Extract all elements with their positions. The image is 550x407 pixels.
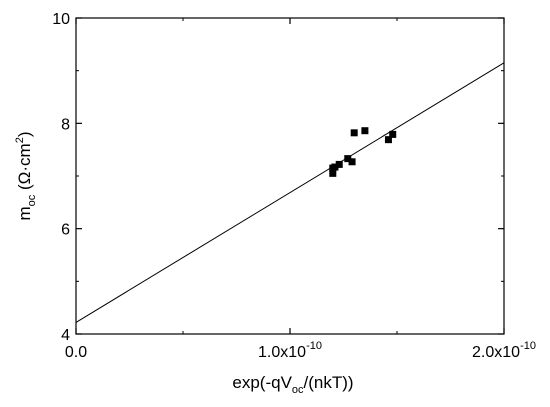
data-point: [335, 160, 343, 168]
data-point: [389, 130, 397, 138]
data-point: [361, 127, 369, 135]
data-points: [329, 127, 397, 177]
fit-line: [75, 62, 505, 323]
x-tick-exponent: -10: [520, 340, 536, 352]
y-axis-label: moc (Ω·cm2): [14, 131, 38, 220]
fit-line-group: [75, 62, 505, 323]
x-tick-label: 1.0x10-10: [258, 340, 322, 361]
y-tick-label: 8: [61, 116, 70, 133]
data-point: [329, 169, 337, 177]
x-tick-exponent: -10: [306, 340, 322, 352]
y-tick-label: 6: [61, 222, 70, 239]
data-point: [348, 158, 356, 166]
x-tick-label: 0.0: [65, 344, 87, 361]
plot-frame: [75, 17, 505, 335]
y-tick-label: 10: [52, 11, 70, 28]
data-point: [350, 129, 358, 137]
x-tick-label: 2.0x10-10: [472, 340, 536, 361]
x-tick-mantissa: 2.0x10: [472, 344, 520, 361]
data-point: [344, 155, 352, 163]
x-tick-mantissa: 1.0x10: [258, 344, 306, 361]
x-axis-label: exp(-qVoc/(nkT)): [232, 373, 353, 396]
data-point: [331, 163, 339, 171]
x-tick-mantissa: 0.0: [65, 344, 87, 361]
data-point: [384, 136, 392, 144]
y-tick-label: 4: [61, 327, 70, 344]
